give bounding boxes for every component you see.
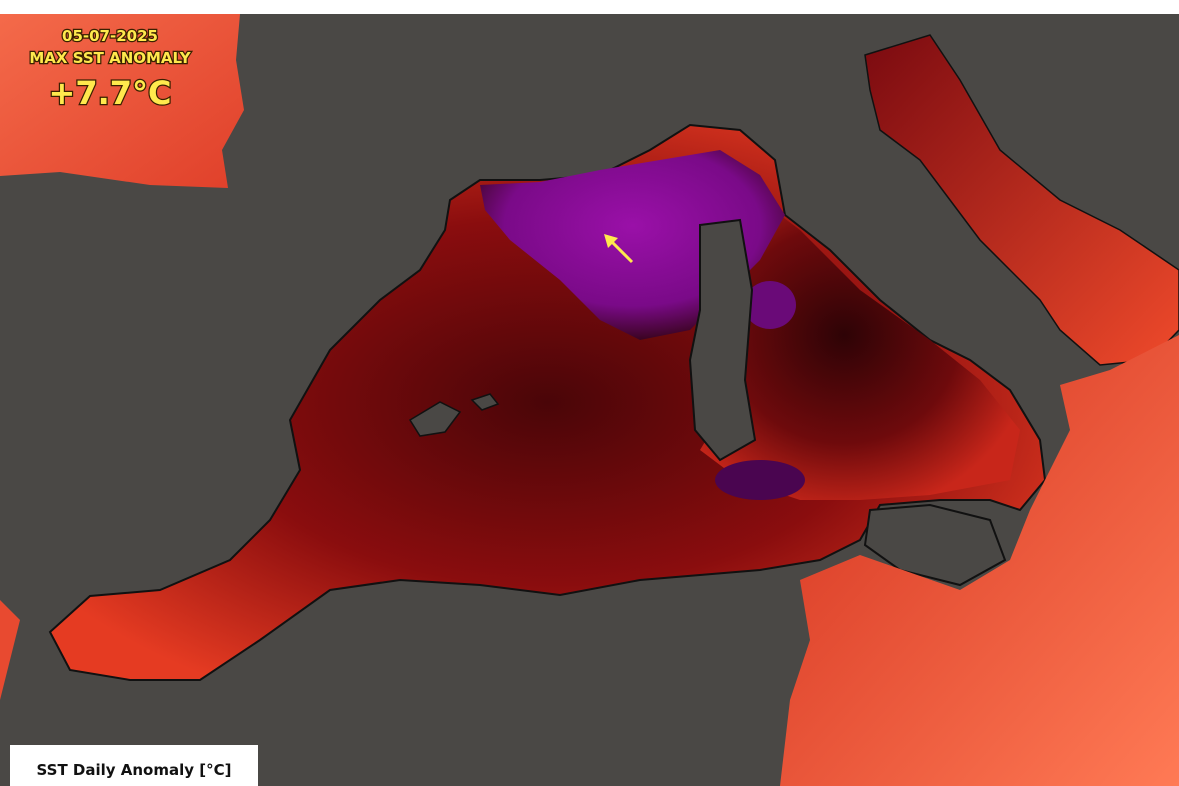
anomaly-hotspot-south — [715, 460, 805, 500]
corsica-sardinia — [688, 218, 757, 462]
legend-title: SST Daily Anomaly [°C] — [37, 761, 232, 779]
arrow — [608, 238, 634, 264]
arrow-head — [604, 234, 618, 248]
sicily — [863, 503, 1007, 587]
anomaly-hotspot-east — [744, 281, 796, 329]
top-border — [0, 0, 1179, 14]
atlantic — [0, 14, 244, 188]
title: MAX SST ANOMALY — [29, 49, 191, 67]
mallorca — [408, 401, 462, 437]
max-anomaly: +7.7°C — [49, 74, 172, 112]
date: 05-07-2025 — [62, 27, 158, 45]
tyrrhenian-sea — [700, 200, 1020, 500]
atlantic-south — [0, 600, 20, 700]
menorca — [470, 393, 500, 411]
ionian-sea — [780, 335, 1179, 786]
legend-box — [10, 745, 258, 786]
